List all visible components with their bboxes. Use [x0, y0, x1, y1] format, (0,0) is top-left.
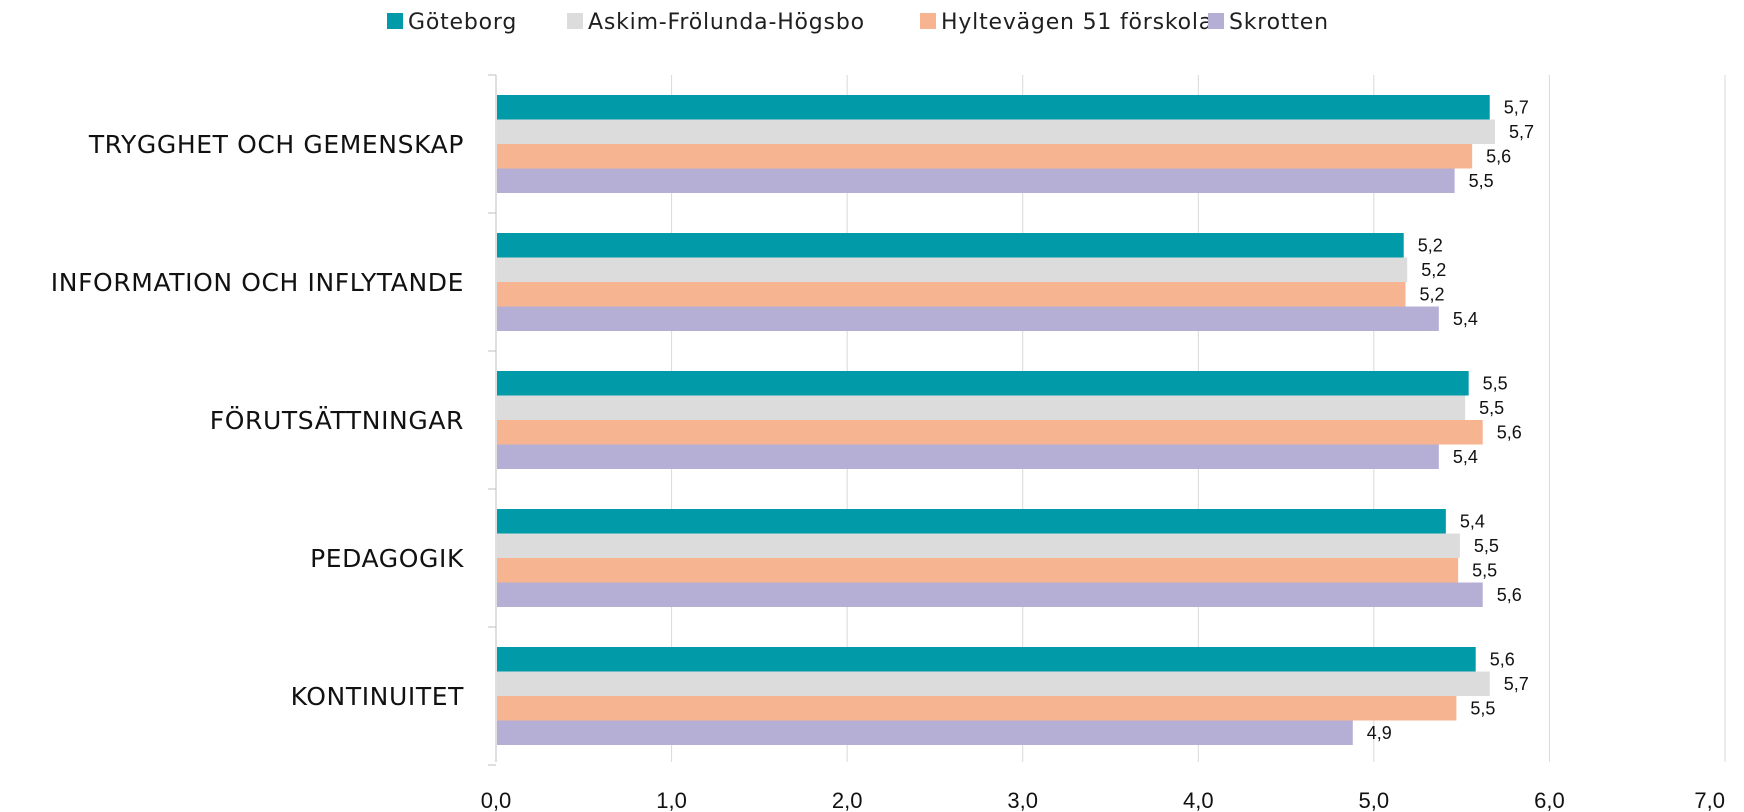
bar-skrotten-pedagogik: [497, 582, 1483, 607]
category-label-forutsattningar: FÖRUTSÄTTNINGAR: [210, 406, 464, 435]
legend-item-askim-frolunda-hogsbo: Askim-Frölunda-Högsbo: [567, 10, 865, 35]
legend-item-goteborg: Göteborg: [387, 10, 517, 35]
category-labels: TRYGGHET OCH GEMENSKAP INFORMATION OCH IN…: [51, 130, 464, 711]
data-label-skrotten-trygghet-och-gemenskap: 5,5: [1469, 171, 1494, 191]
category-label-kontinuitet: KONTINUITET: [291, 682, 464, 711]
data-label-hyltevagen-51-forskola-forutsattningar: 5,6: [1497, 422, 1522, 442]
data-label-hyltevagen-51-forskola-information-och-inflytande: 5,2: [1419, 284, 1444, 304]
bar-goteborg-trygghet-och-gemenskap: [497, 95, 1490, 120]
bar-askim-frolunda-hogsbo-information-och-inflytande: [497, 257, 1408, 282]
bar-askim-frolunda-hogsbo-kontinuitet: [497, 671, 1490, 696]
x-tick-labels: 0,0 1,0 2,0 3,0 4,0 5,0 6,0 7,0: [481, 788, 1725, 812]
bar-skrotten-information-och-inflytande: [497, 306, 1439, 331]
x-tick-label-5: 5,0: [1359, 788, 1390, 812]
category-label-trygghet-och-gemenskap: TRYGGHET OCH GEMENSKAP: [88, 130, 464, 159]
x-tick-label-2: 2,0: [832, 788, 863, 812]
data-label-skrotten-pedagogik: 5,6: [1497, 585, 1522, 605]
legend-label-askim-frolunda-hogsbo: Askim-Frölunda-Högsbo: [588, 10, 865, 35]
x-tick-label-7: 7,0: [1694, 788, 1725, 812]
data-label-goteborg-trygghet-och-gemenskap: 5,7: [1504, 97, 1529, 117]
bar-askim-frolunda-hogsbo-forutsattningar: [497, 395, 1466, 420]
data-label-hyltevagen-51-forskola-kontinuitet: 5,5: [1470, 698, 1495, 718]
bar-askim-frolunda-hogsbo-trygghet-och-gemenskap: [497, 119, 1496, 144]
data-label-askim-frolunda-hogsbo-kontinuitet: 5,7: [1504, 674, 1529, 694]
data-label-goteborg-forutsattningar: 5,5: [1483, 373, 1508, 393]
data-labels: 5,75,75,65,55,25,25,25,45,55,55,65,45,45…: [1367, 97, 1534, 743]
x-tick-label-3: 3,0: [1007, 788, 1038, 812]
bar-goteborg-kontinuitet: [497, 647, 1476, 672]
bar-skrotten-kontinuitet: [497, 720, 1353, 745]
legend-label-skrotten: Skrotten: [1229, 10, 1329, 35]
bar-goteborg-pedagogik: [497, 509, 1446, 534]
data-label-goteborg-pedagogik: 5,4: [1460, 511, 1485, 531]
legend-item-hyltevagen-51-forskola: Hyltevägen 51 förskola: [920, 10, 1213, 35]
data-label-askim-frolunda-hogsbo-pedagogik: 5,5: [1474, 536, 1499, 556]
bars: [497, 95, 1496, 745]
data-label-askim-frolunda-hogsbo-information-och-inflytande: 5,2: [1421, 260, 1446, 280]
x-tick-label-4: 4,0: [1183, 788, 1214, 812]
bar-skrotten-forutsattningar: [497, 444, 1439, 469]
data-label-skrotten-information-och-inflytande: 5,4: [1453, 309, 1478, 329]
bar-goteborg-information-och-inflytande: [497, 233, 1404, 258]
category-label-pedagogik: PEDAGOGIK: [310, 544, 464, 573]
legend-swatch-goteborg: [387, 13, 403, 29]
y-axis: [488, 74, 497, 766]
bar-goteborg-forutsattningar: [497, 371, 1469, 396]
category-label-information-och-inflytande: INFORMATION OCH INFLYTANDE: [51, 268, 464, 297]
x-tick-label-0: 0,0: [481, 788, 512, 812]
legend-swatch-askim-frolunda-hogsbo: [567, 13, 583, 29]
bar-hyltevagen-51-forskola-kontinuitet: [497, 696, 1457, 721]
legend-swatch-hyltevagen-51-forskola: [920, 13, 936, 29]
legend-swatch-skrotten: [1208, 13, 1224, 29]
data-label-skrotten-kontinuitet: 4,9: [1367, 723, 1392, 743]
data-label-hyltevagen-51-forskola-pedagogik: 5,5: [1472, 560, 1497, 580]
bar-hyltevagen-51-forskola-forutsattningar: [497, 420, 1483, 445]
data-label-goteborg-information-och-inflytande: 5,2: [1418, 235, 1443, 255]
data-label-skrotten-forutsattningar: 5,4: [1453, 447, 1478, 467]
bar-skrotten-trygghet-och-gemenskap: [497, 168, 1455, 193]
legend-label-hyltevagen-51-forskola: Hyltevägen 51 förskola: [941, 10, 1213, 35]
x-tick-label-1: 1,0: [656, 788, 687, 812]
legend-item-skrotten: Skrotten: [1208, 10, 1329, 35]
data-label-askim-frolunda-hogsbo-forutsattningar: 5,5: [1479, 398, 1504, 418]
legend: Göteborg Askim-Frölunda-Högsbo Hyltevägen …: [387, 10, 1329, 35]
bar-askim-frolunda-hogsbo-pedagogik: [497, 533, 1460, 558]
data-label-hyltevagen-51-forskola-trygghet-och-gemenskap: 5,6: [1486, 146, 1511, 166]
x-tick-label-6: 6,0: [1534, 788, 1565, 812]
data-label-goteborg-kontinuitet: 5,6: [1490, 649, 1515, 669]
bar-hyltevagen-51-forskola-trygghet-och-gemenskap: [497, 144, 1473, 169]
legend-label-goteborg: Göteborg: [408, 10, 517, 35]
bar-hyltevagen-51-forskola-pedagogik: [497, 558, 1459, 583]
data-label-askim-frolunda-hogsbo-trygghet-och-gemenskap: 5,7: [1509, 122, 1534, 142]
bar-hyltevagen-51-forskola-information-och-inflytande: [497, 282, 1406, 307]
